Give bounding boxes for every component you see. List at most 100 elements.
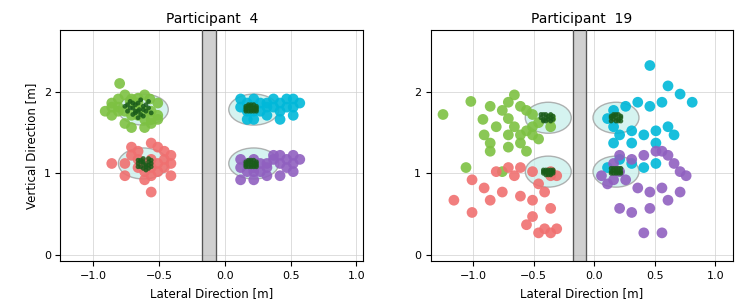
Point: [248, 169, 260, 174]
Point: [138, 92, 150, 97]
Point: [234, 177, 246, 182]
Point: [250, 105, 262, 110]
Point: [460, 165, 472, 170]
Point: [140, 102, 152, 107]
Point: [544, 115, 556, 120]
Point: [608, 114, 620, 119]
Point: [138, 161, 150, 166]
Point: [502, 100, 514, 105]
Point: [113, 109, 125, 114]
Point: [294, 157, 306, 162]
Point: [542, 169, 554, 174]
Point: [119, 161, 131, 166]
Point: [538, 171, 550, 176]
Point: [615, 171, 627, 176]
Point: [612, 166, 624, 171]
Point: [140, 109, 152, 114]
Point: [502, 116, 514, 121]
Point: [602, 165, 614, 170]
Point: [615, 169, 627, 174]
Point: [125, 113, 138, 118]
Point: [612, 171, 624, 176]
Circle shape: [119, 94, 169, 125]
Point: [662, 84, 674, 88]
Point: [113, 97, 125, 102]
Point: [632, 100, 644, 105]
Point: [615, 114, 627, 119]
Point: [143, 99, 155, 104]
Point: [294, 101, 306, 105]
Point: [132, 158, 144, 163]
Circle shape: [525, 156, 572, 187]
Point: [268, 153, 280, 158]
Point: [127, 105, 139, 110]
Point: [138, 166, 150, 171]
Point: [245, 109, 257, 114]
Point: [550, 226, 562, 231]
Point: [248, 161, 260, 166]
Point: [514, 133, 526, 137]
Point: [656, 100, 668, 105]
Point: [248, 165, 260, 170]
Point: [248, 105, 260, 110]
Point: [129, 102, 141, 107]
Point: [535, 115, 547, 120]
Point: [138, 159, 150, 164]
Point: [248, 163, 260, 168]
Point: [145, 117, 157, 122]
Point: [254, 109, 266, 114]
Point: [465, 99, 477, 104]
Point: [542, 172, 554, 177]
Point: [656, 185, 668, 190]
Point: [145, 165, 157, 170]
Point: [605, 114, 617, 119]
Point: [478, 133, 490, 137]
Point: [145, 164, 157, 169]
Bar: [202, 30, 216, 261]
Point: [650, 141, 662, 146]
Point: [243, 164, 255, 169]
Point: [544, 230, 556, 235]
Point: [608, 161, 620, 166]
Point: [680, 173, 692, 178]
Point: [538, 169, 550, 174]
Point: [608, 166, 620, 171]
Point: [106, 161, 118, 166]
Point: [608, 168, 620, 172]
Point: [544, 124, 556, 129]
Point: [241, 101, 253, 105]
Point: [240, 164, 252, 169]
Point: [610, 119, 622, 123]
Point: [508, 92, 520, 97]
Point: [484, 198, 496, 203]
Circle shape: [229, 148, 279, 179]
Point: [268, 105, 280, 109]
Point: [544, 173, 556, 178]
Point: [124, 99, 136, 104]
Point: [602, 116, 614, 121]
Point: [131, 104, 143, 109]
Point: [466, 210, 478, 215]
Point: [261, 101, 273, 105]
Point: [608, 141, 620, 146]
Point: [152, 169, 164, 174]
Point: [538, 112, 550, 117]
Point: [234, 157, 246, 162]
Point: [124, 105, 136, 110]
Point: [610, 169, 622, 174]
Point: [668, 161, 680, 166]
Point: [122, 109, 134, 114]
Point: [261, 113, 273, 118]
Point: [138, 107, 150, 112]
Point: [662, 198, 674, 203]
Point: [544, 169, 556, 174]
Point: [466, 177, 478, 182]
Point: [135, 159, 147, 164]
Point: [650, 128, 662, 133]
Point: [133, 107, 145, 112]
Point: [138, 156, 150, 161]
Point: [538, 190, 550, 195]
Point: [496, 190, 508, 195]
Point: [514, 104, 526, 109]
Point: [248, 158, 260, 163]
